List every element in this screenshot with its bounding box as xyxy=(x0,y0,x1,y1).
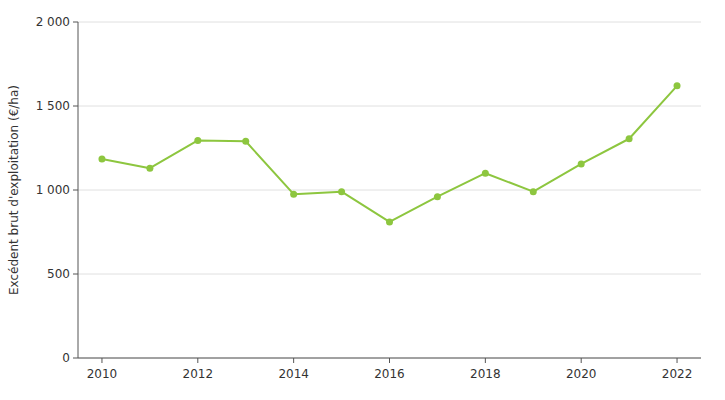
tick-label: 2 000 xyxy=(36,15,70,29)
y-axis: 0 500 1 000 1 500 2 000 xyxy=(36,15,701,365)
data-point xyxy=(98,155,105,162)
tick-label: 2022 xyxy=(662,367,693,381)
grid-line xyxy=(78,190,701,191)
grid-line xyxy=(78,358,701,359)
grid-line xyxy=(78,106,701,107)
tick-mark xyxy=(197,358,198,363)
tick-label: 0 xyxy=(62,351,70,365)
data-point xyxy=(290,191,297,198)
chart: 05001 0001 5002 000201020122014201620182… xyxy=(0,0,725,400)
tick-mark xyxy=(677,358,678,363)
data-point xyxy=(242,138,249,145)
data-point xyxy=(386,218,393,225)
series-line xyxy=(102,86,677,222)
tick-label: 2012 xyxy=(183,367,214,381)
tick-label: 1 500 xyxy=(36,99,70,113)
tick-mark xyxy=(101,358,102,363)
tick-label: 2010 xyxy=(87,367,118,381)
tick-label: 500 xyxy=(47,267,70,281)
tick-mark xyxy=(73,274,78,275)
data-point xyxy=(338,188,345,195)
data-point xyxy=(146,165,153,172)
tick-mark xyxy=(73,22,78,23)
tick-label: 2014 xyxy=(278,367,309,381)
tick-label: 2018 xyxy=(470,367,501,381)
plot-area xyxy=(98,82,680,225)
grid-line xyxy=(78,274,701,275)
tick-mark xyxy=(73,106,78,107)
chart-container: 05001 0001 5002 000201020122014201620182… xyxy=(0,0,725,400)
y-axis-line xyxy=(78,22,79,358)
tick-mark xyxy=(389,358,390,363)
data-point xyxy=(674,82,681,89)
data-point xyxy=(578,160,585,167)
grid-line xyxy=(78,22,701,23)
data-point xyxy=(482,170,489,177)
tick-label: 1 000 xyxy=(36,183,70,197)
tick-label: 2016 xyxy=(374,367,405,381)
tick-label: 2020 xyxy=(566,367,597,381)
tick-mark xyxy=(73,358,78,359)
data-point xyxy=(434,193,441,200)
y-axis-label: Excédent brut d'exploitation (€/ha) xyxy=(7,85,21,295)
data-point xyxy=(626,135,633,142)
x-axis: 2010 2012 2014 2016 2018 2020 2022 xyxy=(87,358,693,381)
tick-mark xyxy=(293,358,294,363)
data-point xyxy=(194,137,201,144)
tick-mark xyxy=(73,190,78,191)
x-axis-line xyxy=(78,358,701,359)
tick-mark xyxy=(581,358,582,363)
data-point xyxy=(530,188,537,195)
tick-mark xyxy=(485,358,486,363)
